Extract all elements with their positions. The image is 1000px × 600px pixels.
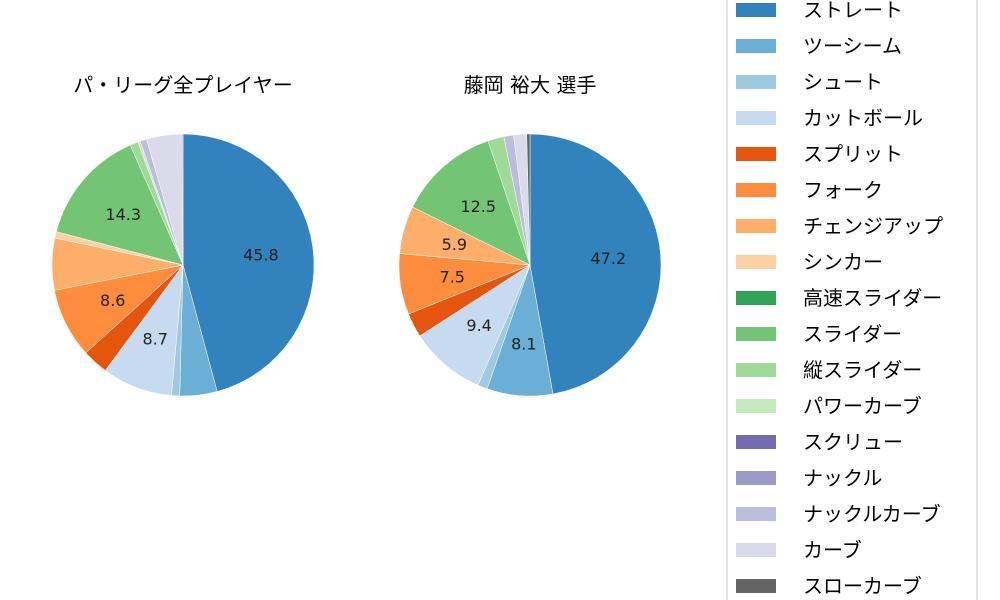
legend-swatch bbox=[736, 39, 776, 53]
legend-entry: ストレート bbox=[803, 0, 903, 22]
legend-swatch bbox=[736, 507, 776, 521]
pie-slice-17 bbox=[526, 133, 531, 266]
slice-label: 7.5 bbox=[440, 268, 465, 287]
legend-swatch bbox=[736, 327, 776, 341]
legend-swatch bbox=[736, 363, 776, 377]
legend-entry: ナックルカーブ bbox=[803, 502, 941, 526]
pie-slice-10 bbox=[56, 144, 184, 266]
legend-entry: スクリュー bbox=[803, 430, 903, 454]
legend-entry: カットボール bbox=[803, 106, 923, 130]
pie-title: 藤岡 裕大 選手 bbox=[464, 73, 597, 97]
slice-label: 8.6 bbox=[100, 291, 125, 310]
legend-entry: カーブ bbox=[803, 538, 862, 562]
pie-title: パ・リーグ全プレイヤー bbox=[73, 73, 292, 97]
slice-label: 45.8 bbox=[243, 246, 279, 265]
pie-slice-10 bbox=[412, 140, 531, 266]
legend-entry: スプリット bbox=[803, 142, 903, 166]
legend-swatch bbox=[736, 111, 776, 125]
legend-swatch bbox=[736, 3, 776, 17]
legend-entry: スライダー bbox=[803, 322, 902, 346]
pie-2: 藤岡 裕大 選手 47.2 8.1 9.4 7.5 5.9 12.5 bbox=[398, 73, 662, 397]
pie-slice-4 bbox=[419, 264, 531, 386]
legend-swatch bbox=[736, 399, 776, 413]
slice-label: 12.5 bbox=[460, 197, 496, 216]
legend-entry: スローカーブ bbox=[803, 574, 922, 598]
pie-slice-17 bbox=[181, 133, 184, 266]
legend-entry: パワーカーブ bbox=[803, 394, 922, 418]
legend-swatch bbox=[736, 183, 776, 197]
slice-label: 5.9 bbox=[442, 235, 467, 254]
legend-entry: シュート bbox=[803, 70, 883, 94]
legend-swatch bbox=[736, 291, 776, 305]
pie-slice-1 bbox=[529, 133, 662, 395]
legend: ストレートツーシームシュートカットボールスプリットフォークチェンジアップシンカー… bbox=[726, 0, 978, 600]
pie-slice-1 bbox=[182, 133, 315, 392]
legend-entry: フォーク bbox=[803, 178, 883, 202]
pie-1: パ・リーグ全プレイヤー 45.8 8.7 8.6 14.3 bbox=[51, 73, 315, 397]
legend-entry: 高速スライダー bbox=[803, 286, 942, 310]
legend-swatch bbox=[736, 75, 776, 89]
legend-swatch bbox=[736, 219, 776, 233]
legend-frame bbox=[726, 0, 978, 600]
legend-entry: ナックル bbox=[803, 466, 882, 490]
legend-entry: ツーシーム bbox=[803, 34, 902, 58]
legend-swatch bbox=[736, 255, 776, 269]
slice-label: 8.7 bbox=[142, 330, 167, 349]
legend-swatch bbox=[736, 543, 776, 557]
legend-entry: チェンジアップ bbox=[803, 214, 943, 238]
slice-label: 47.2 bbox=[590, 249, 626, 268]
legend-swatch bbox=[736, 435, 776, 449]
legend-swatch bbox=[736, 147, 776, 161]
legend-entry: 縦スライダー bbox=[803, 358, 922, 382]
slice-label: 8.1 bbox=[511, 334, 536, 353]
legend-swatch bbox=[736, 579, 776, 593]
legend-swatch bbox=[736, 471, 776, 485]
legend-entry: シンカー bbox=[803, 250, 883, 274]
slice-label: 9.4 bbox=[466, 316, 491, 335]
slice-label: 14.3 bbox=[105, 205, 141, 224]
